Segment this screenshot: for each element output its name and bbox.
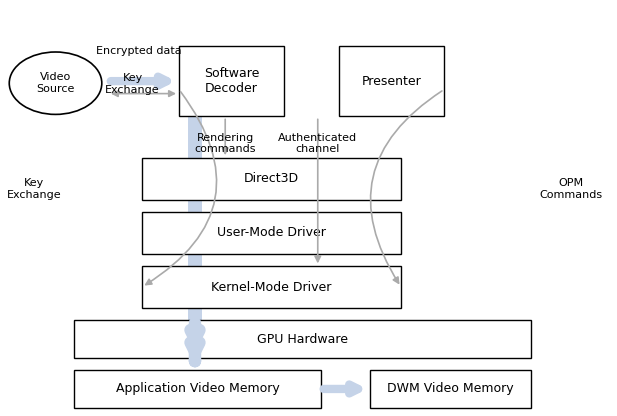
Text: Software
Decoder: Software Decoder [204, 67, 259, 95]
Text: Direct3D: Direct3D [244, 172, 299, 186]
Text: Encrypted data: Encrypted data [96, 46, 181, 56]
Text: Key
Exchange: Key Exchange [106, 73, 160, 95]
Bar [74, 370, 321, 408]
Text: Key
Exchange: Key Exchange [7, 178, 61, 200]
Bar [188, 116, 202, 320]
Text: Kernel-Mode Driver: Kernel-Mode Driver [211, 280, 332, 294]
Circle shape [9, 52, 102, 114]
Text: GPU Hardware: GPU Hardware [257, 332, 348, 346]
Bar [339, 46, 444, 116]
Bar [179, 46, 284, 116]
Bar [142, 266, 401, 308]
Text: Application Video Memory: Application Video Memory [115, 382, 280, 396]
Text: Authenticated
channel: Authenticated channel [278, 133, 357, 154]
Text: OPM
Commands: OPM Commands [539, 178, 602, 200]
Bar [142, 212, 401, 254]
Text: DWM Video Memory: DWM Video Memory [387, 382, 514, 396]
Text: Presenter: Presenter [362, 74, 421, 88]
Bar [370, 370, 531, 408]
Bar [74, 320, 531, 358]
Text: User-Mode Driver: User-Mode Driver [217, 226, 326, 240]
Text: Video
Source: Video Source [36, 72, 75, 94]
Bar [142, 158, 401, 200]
Text: Rendering
commands: Rendering commands [194, 133, 256, 154]
